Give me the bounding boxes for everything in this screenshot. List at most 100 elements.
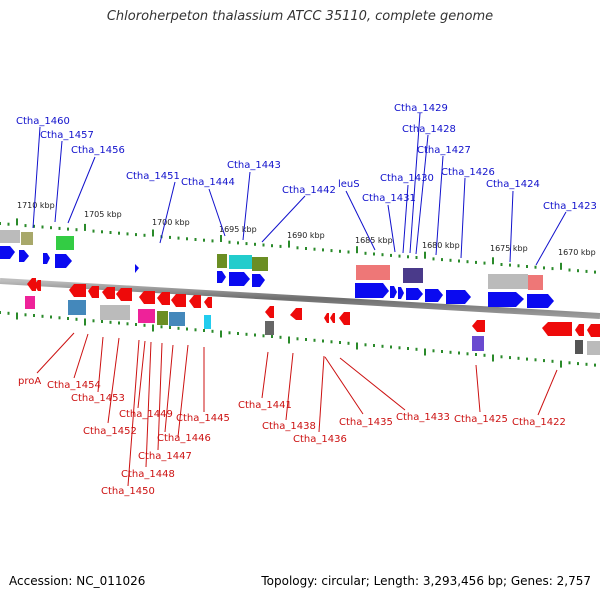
- ruler-dot: [118, 231, 120, 235]
- gene-label: Ctha_1436: [293, 434, 347, 445]
- ruler-major-tick: [492, 354, 494, 362]
- ruler-major-tick: [288, 336, 290, 344]
- ruler-dot: [432, 349, 435, 353]
- ruler-major-tick: [152, 229, 154, 237]
- gene-label: Ctha_1449: [119, 409, 173, 420]
- gene-label: Ctha_1446: [157, 433, 211, 444]
- ruler-dot: [313, 247, 316, 251]
- feature-box: [0, 230, 20, 243]
- ruler-dot: [339, 249, 341, 253]
- gene-arrow-forward: [217, 271, 226, 283]
- ruler-dot: [475, 353, 477, 356]
- gene-label: Ctha_1431: [362, 193, 416, 204]
- ruler-dot: [373, 344, 375, 347]
- gene-arrow-forward: [43, 253, 50, 264]
- ruler-dot: [211, 239, 214, 243]
- ruler-dot: [203, 329, 205, 332]
- ruler-dot: [169, 235, 171, 239]
- ruler-major-tick: [560, 360, 562, 368]
- feature-box: [403, 268, 423, 283]
- ruler-major-tick: [288, 240, 290, 248]
- gene-arrow-forward: [0, 246, 15, 259]
- gene-label: Ctha_1454: [47, 380, 101, 391]
- ruler-dot: [398, 346, 401, 350]
- gene-arrow-reverse: [139, 291, 155, 304]
- gene-label: Ctha_1442: [282, 185, 336, 196]
- feature-box: [204, 315, 211, 329]
- gene-label: Ctha_1427: [417, 145, 471, 156]
- gene-arrow-forward: [425, 289, 443, 302]
- ruler-dot: [177, 326, 180, 330]
- inner-ruler: [0, 311, 596, 368]
- ruler-major-tick: [220, 235, 222, 242]
- gene-arrow-reverse: [339, 312, 350, 325]
- ruler-dot: [271, 244, 273, 248]
- ruler-dot: [186, 237, 188, 241]
- ruler-dot: [577, 269, 579, 273]
- ruler-label: 1710 kbp: [17, 201, 55, 210]
- ruler-dot: [449, 258, 452, 262]
- ruler-dot: [101, 320, 103, 323]
- ruler-label: 1705 kbp: [84, 210, 122, 219]
- ruler-major-tick: [84, 318, 86, 326]
- ruler-dot: [441, 258, 443, 262]
- gene-label: Ctha_1438: [262, 421, 316, 432]
- top-gene-labels: Ctha_1460 Ctha_1457 Ctha_1456 Ctha_1451 …: [16, 103, 597, 212]
- ruler-dot: [0, 222, 1, 225]
- gene-label: Ctha_1429: [394, 103, 448, 114]
- feature-box: [56, 236, 74, 250]
- ruler-dot: [509, 356, 511, 360]
- ruler-dot: [305, 247, 307, 250]
- ruler-dot: [483, 261, 486, 265]
- topology-text: Topology: circular; Length: 3,293,456 bp…: [261, 574, 591, 588]
- ruler-label: 1700 kbp: [152, 218, 190, 227]
- ruler-dot: [517, 356, 520, 360]
- ruler-dot: [517, 264, 520, 268]
- gene-label: Ctha_1448: [121, 469, 175, 480]
- accession-text: Accession: NC_011026: [9, 574, 146, 588]
- gene-arrow-forward: [19, 250, 29, 262]
- ruler-dot: [466, 260, 469, 264]
- gene-label: Ctha_1447: [138, 451, 192, 462]
- gene-arrow-reverse: [34, 280, 41, 291]
- gene-label: Ctha_1444: [181, 177, 235, 188]
- feature-box: [356, 265, 390, 280]
- gene-label: Ctha_1460: [16, 116, 70, 127]
- ruler-dot: [585, 269, 588, 273]
- gene-label: Ctha_1450: [101, 486, 155, 497]
- gene-arrow-reverse: [587, 324, 600, 337]
- gene-arrow-reverse: [290, 308, 302, 320]
- ruler-dot: [347, 250, 350, 254]
- genome-backbone: [0, 278, 600, 319]
- bottom-feature-boxes: [25, 296, 600, 355]
- gene-arrow-reverse: [116, 288, 132, 301]
- top-feature-boxes: [0, 230, 543, 290]
- ruler-major-tick: [356, 342, 358, 350]
- ruler-dot: [24, 224, 27, 228]
- ruler-labels: 1710 kbp 1705 kbp 1700 kbp 1695 kbp 1690…: [17, 201, 596, 257]
- forward-genes: [0, 246, 554, 308]
- ruler-dot: [237, 332, 239, 335]
- gene-arrow-forward: [55, 254, 72, 268]
- ruler-dot: [67, 317, 69, 320]
- gene-arrow-forward: [398, 287, 404, 299]
- gene-arrow-reverse: [265, 306, 274, 318]
- ruler-dot: [551, 359, 554, 363]
- gene-arrow-reverse: [472, 320, 485, 332]
- ruler-label: 1695 kbp: [219, 225, 257, 234]
- ruler-dot: [415, 347, 418, 351]
- ruler-dot: [160, 325, 163, 329]
- gene-label: Ctha_1443: [227, 160, 281, 171]
- gene-arrow-forward: [355, 283, 389, 298]
- feature-box: [252, 257, 268, 271]
- ruler-dot: [245, 242, 248, 246]
- gene-label: Ctha_1422: [512, 417, 566, 428]
- gene-label: Ctha_1424: [486, 179, 540, 190]
- ruler-dot: [279, 335, 282, 339]
- ruler-dot: [305, 338, 307, 341]
- ruler-dot: [254, 242, 256, 246]
- ruler-dot: [415, 256, 418, 259]
- ruler-dot: [101, 230, 103, 234]
- ruler-dot: [33, 314, 35, 317]
- ruler-dot: [330, 249, 333, 253]
